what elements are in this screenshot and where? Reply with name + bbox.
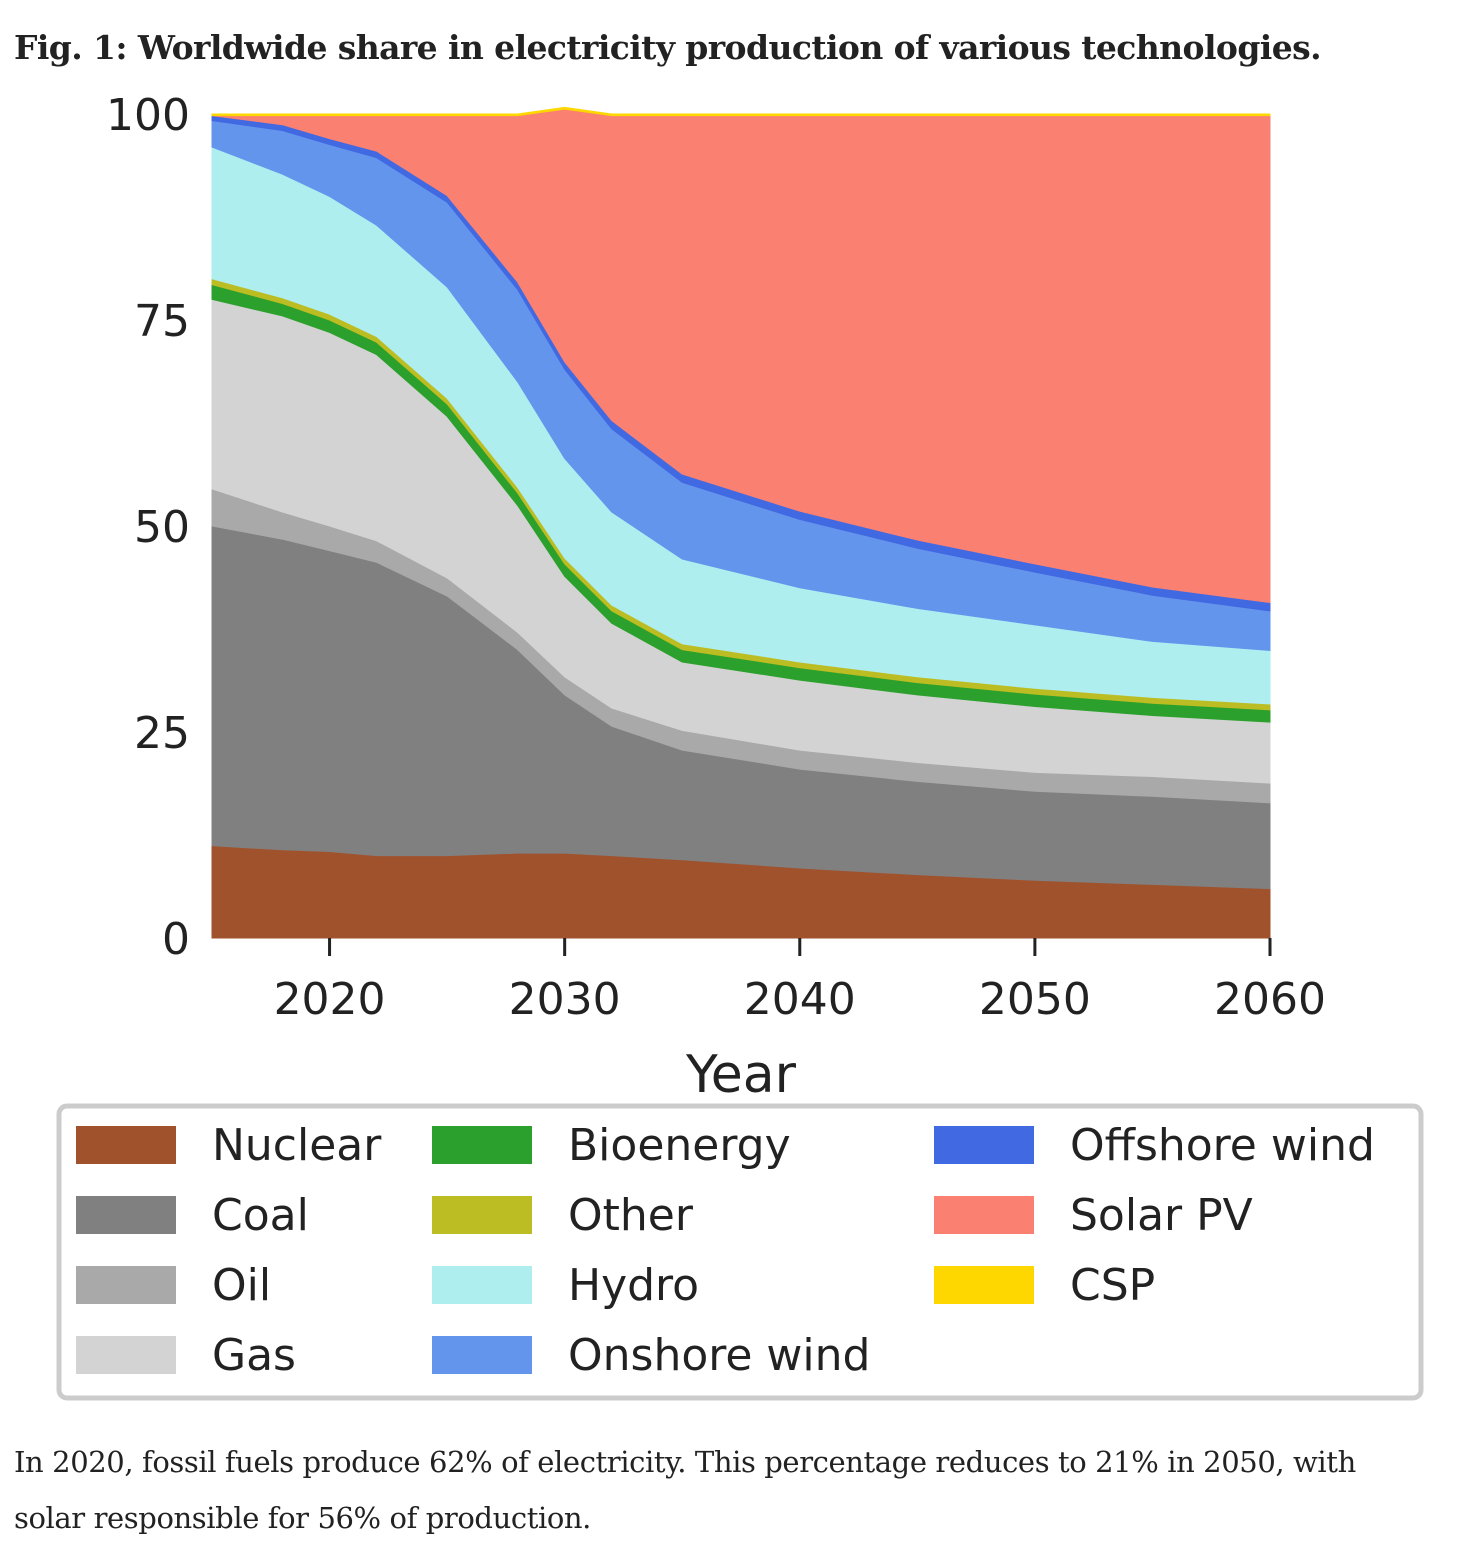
legend-swatch-offshore-wind [934,1126,1034,1164]
legend-label-onshore-wind: Onshore wind [568,1330,870,1381]
legend-label-offshore-wind: Offshore wind [1070,1120,1375,1171]
legend: Nuclear Coal Oil Gas Bioenergy Other Hydro Onsh… [56,1103,1424,1401]
x-tick-label: 2060 [1214,974,1326,1025]
figure-caption: In 2020, fossil fuels produce 62% of ele… [14,1445,1356,1535]
legend-swatch-nuclear [76,1126,176,1164]
legend-frame [56,1103,1424,1401]
legend-label-coal: Coal [212,1190,309,1241]
legend-label-solar-pv: Solar PV [1070,1190,1253,1241]
legend-swatch-solar-pv [934,1196,1034,1234]
stacked-area-chart: 0 25 50 75 100 2020 2030 2040 2050 2060 Year Nuc… [56,90,1424,1401]
y-tick-label: 75 [134,296,190,347]
y-axis: 0 25 50 75 100 [106,90,190,965]
legend-label-oil: Oil [212,1260,271,1311]
y-tick-label: 50 [134,502,190,553]
legend-swatch-bioenergy [432,1126,532,1164]
legend-swatch-onshore-wind [432,1336,532,1374]
x-tick-label: 2020 [274,974,386,1025]
legend-swatch-gas [76,1336,176,1374]
legend-label-other: Other [568,1190,694,1241]
area-layers [211,106,1271,939]
area-csp [211,106,1271,117]
x-tick-label: 2030 [509,974,621,1025]
x-axis: 2020 2030 2040 2050 2060 [274,938,1326,1025]
y-tick-label: 0 [162,914,190,965]
legend-swatch-csp [934,1266,1034,1304]
legend-label-bioenergy: Bioenergy [568,1120,791,1171]
legend-label-csp: CSP [1070,1260,1155,1311]
y-tick-label: 25 [134,708,190,759]
x-axis-title: Year [685,1045,797,1105]
legend-label-gas: Gas [212,1330,296,1381]
legend-label-nuclear: Nuclear [212,1120,382,1171]
legend-swatch-other [432,1196,532,1234]
figure-title: Fig. 1: Worldwide share in electricity p… [14,28,1322,67]
legend-swatch-coal [76,1196,176,1234]
legend-swatch-oil [76,1266,176,1304]
legend-label-hydro: Hydro [568,1260,699,1311]
legend-swatch-hydro [432,1266,532,1304]
x-tick-label: 2050 [979,974,1091,1025]
y-tick-label: 100 [106,90,190,141]
x-tick-label: 2040 [744,974,856,1025]
